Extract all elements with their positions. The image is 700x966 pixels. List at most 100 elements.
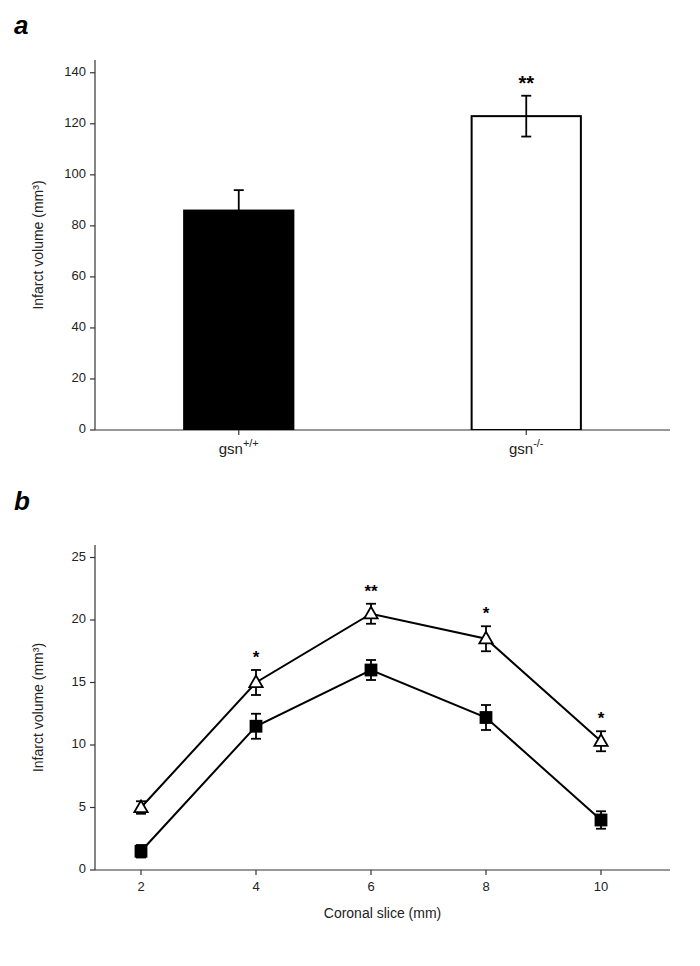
error-bar-cap [596, 810, 606, 812]
error-bar-cap [251, 669, 261, 671]
marker [479, 632, 492, 644]
error-bar [234, 190, 244, 231]
x-axis-line [95, 429, 670, 430]
error-bar-cap [521, 95, 531, 97]
error-bar-cap [596, 828, 606, 830]
x-axis-label: Coronal slice (mm) [324, 905, 441, 921]
y-tick [90, 276, 95, 277]
error-bar [251, 714, 261, 739]
y-tick [90, 744, 95, 745]
y-tick [90, 429, 95, 430]
figure: a020406080100120140Infarct volume (mm³)g… [0, 0, 700, 966]
x-tick [485, 870, 486, 875]
error-bar-cap [596, 750, 606, 752]
x-tick-label: 4 [252, 879, 259, 894]
y-tick [90, 378, 95, 379]
series [136, 660, 607, 858]
label-superscript: -/- [533, 437, 544, 449]
error-bar [596, 811, 606, 829]
marker [251, 721, 262, 732]
error-bar [481, 705, 491, 730]
y-tick [90, 72, 95, 73]
y-tick-label: 15 [72, 674, 86, 689]
error-bar-cap [366, 623, 376, 625]
error-bar [521, 96, 531, 137]
error-bar-cap [251, 738, 261, 740]
plot-area [184, 96, 581, 430]
background [0, 0, 700, 966]
error-bar-stem [525, 96, 527, 137]
y-axis-label: Infarct volume (mm³) [30, 643, 46, 772]
error-bar-cap [234, 189, 244, 191]
significance-label: * [253, 648, 260, 667]
x-tick-label: 8 [482, 879, 489, 894]
error-bar-cap [481, 650, 491, 652]
y-axis-label: Infarct volume (mm³) [30, 180, 46, 309]
y-axis-line [94, 545, 95, 870]
marker [596, 815, 607, 826]
x-tick [140, 870, 141, 875]
error-bar-cap [366, 679, 376, 681]
marker [364, 607, 377, 619]
y-tick-label: 80 [72, 217, 86, 232]
label-superscript: +/+ [243, 437, 259, 449]
y-tick [90, 327, 95, 328]
error-bar [366, 660, 376, 680]
error-bar-cap [234, 230, 244, 232]
marker [136, 846, 147, 857]
y-tick [90, 807, 95, 808]
error-bar-cap [596, 730, 606, 732]
panel-label: b [14, 486, 30, 516]
x-tick-label: 10 [594, 879, 608, 894]
panel-label: a [14, 10, 28, 40]
y-tick-label: 40 [72, 319, 86, 334]
error-bar-cap [481, 704, 491, 706]
x-tick-label: 2 [137, 879, 144, 894]
y-tick-label: 5 [79, 799, 86, 814]
y-axis-line [94, 60, 95, 430]
x-tick [600, 870, 601, 875]
y-tick [90, 619, 95, 620]
significance-label: * [598, 709, 605, 728]
y-tick [90, 869, 95, 870]
y-tick-label: 0 [79, 421, 86, 436]
x-tick [526, 430, 527, 435]
marker [249, 676, 262, 688]
error-bar-cap [481, 729, 491, 731]
significance-label: * [483, 604, 490, 623]
line [141, 670, 601, 851]
x-tick-label: gsn+/+ [219, 437, 259, 457]
x-tick-label: 6 [367, 879, 374, 894]
error-bar-cap [481, 625, 491, 627]
error-bar-cap [366, 659, 376, 661]
bar [184, 211, 293, 430]
significance-label: ** [518, 72, 534, 94]
y-tick [90, 225, 95, 226]
y-tick-label: 100 [64, 166, 86, 181]
marker [134, 801, 147, 813]
marker [594, 734, 607, 746]
y-tick [90, 174, 95, 175]
chart-container: a020406080100120140Infarct volume (mm³)g… [0, 0, 700, 966]
significance-label: ** [364, 582, 378, 601]
error-bar-cap [366, 603, 376, 605]
error-bar-cap [251, 694, 261, 696]
x-tick [370, 870, 371, 875]
y-tick [90, 682, 95, 683]
bar-chart: a020406080100120140Infarct volume (mm³)g… [14, 10, 670, 457]
y-tick-label: 20 [72, 611, 86, 626]
marker [481, 712, 492, 723]
x-tick-label: gsn-/- [509, 437, 544, 457]
series [134, 604, 607, 814]
label-base: gsn [509, 440, 533, 457]
x-tick [238, 430, 239, 435]
y-tick-label: 140 [64, 64, 86, 79]
line-chart: b0510152025Infarct volume (mm³)246810Cor… [14, 486, 670, 921]
bar [472, 116, 581, 430]
label-base: gsn [219, 440, 243, 457]
plot-area [134, 604, 607, 858]
y-tick-label: 25 [72, 549, 86, 564]
x-tick [255, 870, 256, 875]
x-axis-line [95, 869, 670, 870]
y-tick [90, 123, 95, 124]
